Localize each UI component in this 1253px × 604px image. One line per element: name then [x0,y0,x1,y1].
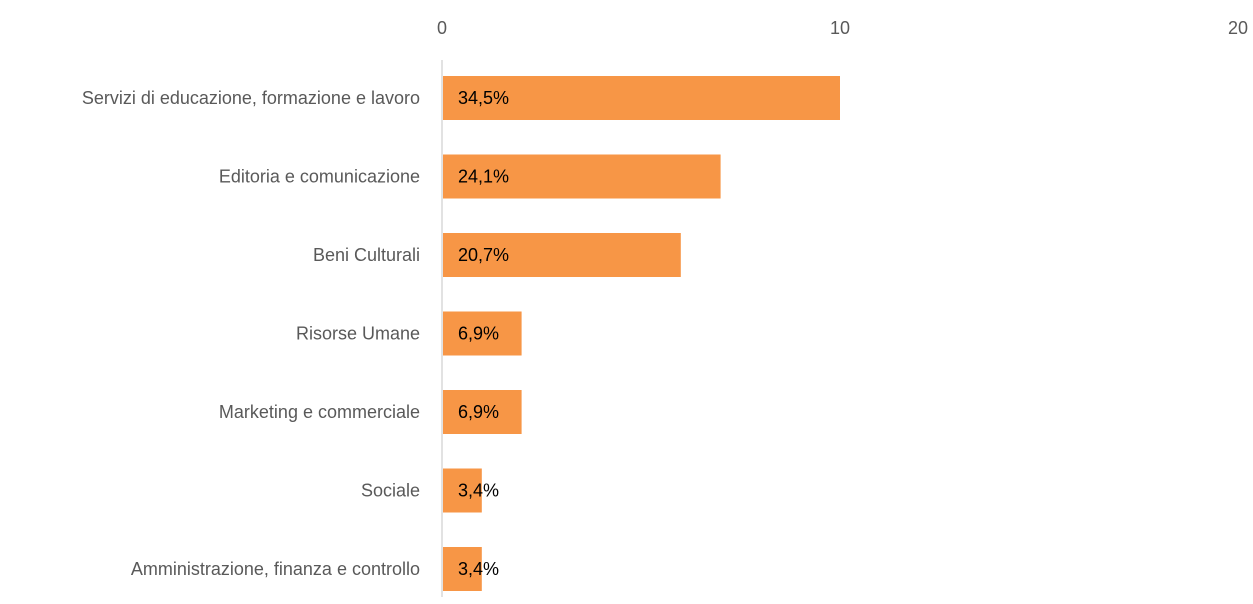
category-label: Editoria e comunicazione [219,167,420,187]
category-label: Marketing e commerciale [219,402,420,422]
x-tick-label: 10 [830,18,850,38]
data-label: 3,4% [458,481,499,501]
bar [443,468,482,513]
bar [443,233,681,277]
x-tick-label: 20 [1228,18,1248,38]
category-label: Sociale [361,481,420,501]
category-label: Amministrazione, finanza e controllo [131,559,420,579]
bar [443,154,721,199]
category-label: Beni Culturali [313,245,420,265]
data-label: 24,1% [458,167,509,187]
x-tick-label: 0 [437,18,447,38]
data-label: 6,9% [458,324,499,344]
bar [443,547,482,591]
bar [443,76,840,120]
data-label: 34,5% [458,88,509,108]
bar [443,390,522,434]
data-label: 6,9% [458,402,499,422]
data-label: 3,4% [458,559,499,579]
bar [443,311,522,356]
category-label: Risorse Umane [296,324,420,344]
data-label: 20,7% [458,245,509,265]
category-label: Servizi di educazione, formazione e lavo… [82,88,420,108]
